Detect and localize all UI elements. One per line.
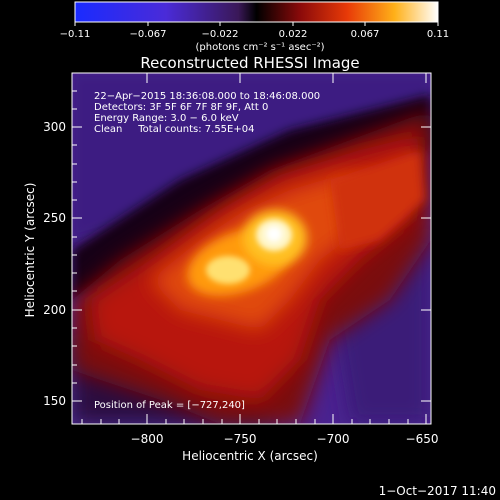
x-axis-label: Heliocentric X (arcsec) [182,449,318,463]
x-tick-label: −650 [406,432,439,446]
colorbar-tick-label: 0.11 [427,29,449,40]
colorbar-ticks [74,22,439,26]
colorbar-tick-label: −0.11 [60,29,91,40]
colorbar-gradient [74,1,439,23]
y-tick-label: 250 [43,211,66,225]
info-line-time-range: 22−Apr−2015 18:36:08.000 to 18:46:08.000 [94,91,320,102]
footer-timestamp: 1−Oct−2017 11:40 [379,484,496,498]
x-tick-label: −700 [317,432,350,446]
y-tick-label: 200 [43,303,66,317]
x-tick-label: −750 [224,432,257,446]
colorbar-unit-label: (photons cm⁻² s⁻¹ asec⁻²) [195,42,324,53]
plot-frame [71,72,432,425]
image-panel [72,73,431,424]
y-axis-ticks [72,90,431,402]
colorbar-tick-label: 0.022 [279,29,308,40]
colorbar: −0.11 −0.067 −0.022 0.022 0.067 0.11 (ph… [60,1,449,53]
plot-title: Reconstructed RHESSI Image [140,54,359,72]
x-tick-label: −800 [131,432,164,446]
y-tick-label: 300 [43,120,66,134]
colorbar-tick-label: −0.022 [201,29,238,40]
x-axis-ticks [81,73,427,424]
y-axis-label: Heliocentric Y (arcsec) [23,183,37,318]
info-line-energy: Energy Range: 3.0 − 6.0 keV [94,113,239,124]
info-line-detectors: Detectors: 3F 5F 6F 7F 8F 9F, Att 0 [94,102,268,113]
y-tick-label: 150 [43,394,66,408]
colorbar-tick-label: −0.067 [129,29,166,40]
info-overlay: 22−Apr−2015 18:36:08.000 to 18:46:08.000… [94,91,320,135]
peak-position-label: Position of Peak = [−727,240] [94,400,245,411]
info-line-method-counts: Clean Total counts: 7.55E+04 [94,124,254,135]
colorbar-tick-label: 0.067 [351,29,380,40]
